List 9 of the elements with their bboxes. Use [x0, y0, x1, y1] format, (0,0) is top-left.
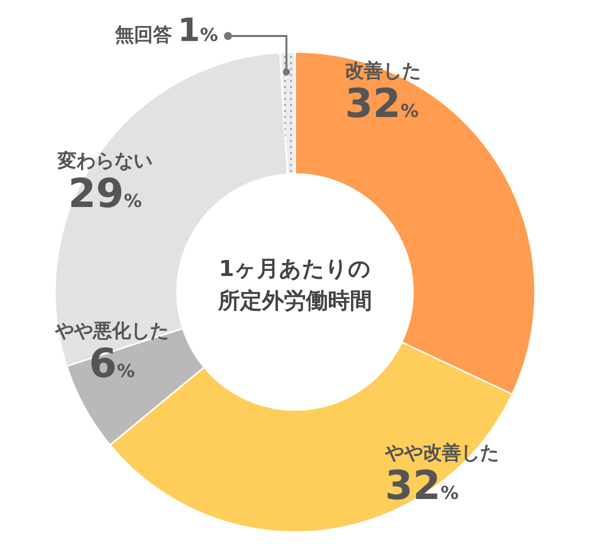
slice-label: 無回答 [115, 24, 172, 46]
slice-label: 変わらない [56, 149, 154, 174]
data-label: 6% [89, 341, 135, 387]
data-label: 32% [345, 81, 419, 127]
text: 1ヶ月あたりの所定外労働時間 [216, 256, 373, 316]
data-label: 32% [385, 463, 459, 509]
data-label: 1% [178, 11, 218, 49]
data-label: 29% [68, 171, 142, 217]
slice-label: やや悪化した [54, 319, 170, 344]
